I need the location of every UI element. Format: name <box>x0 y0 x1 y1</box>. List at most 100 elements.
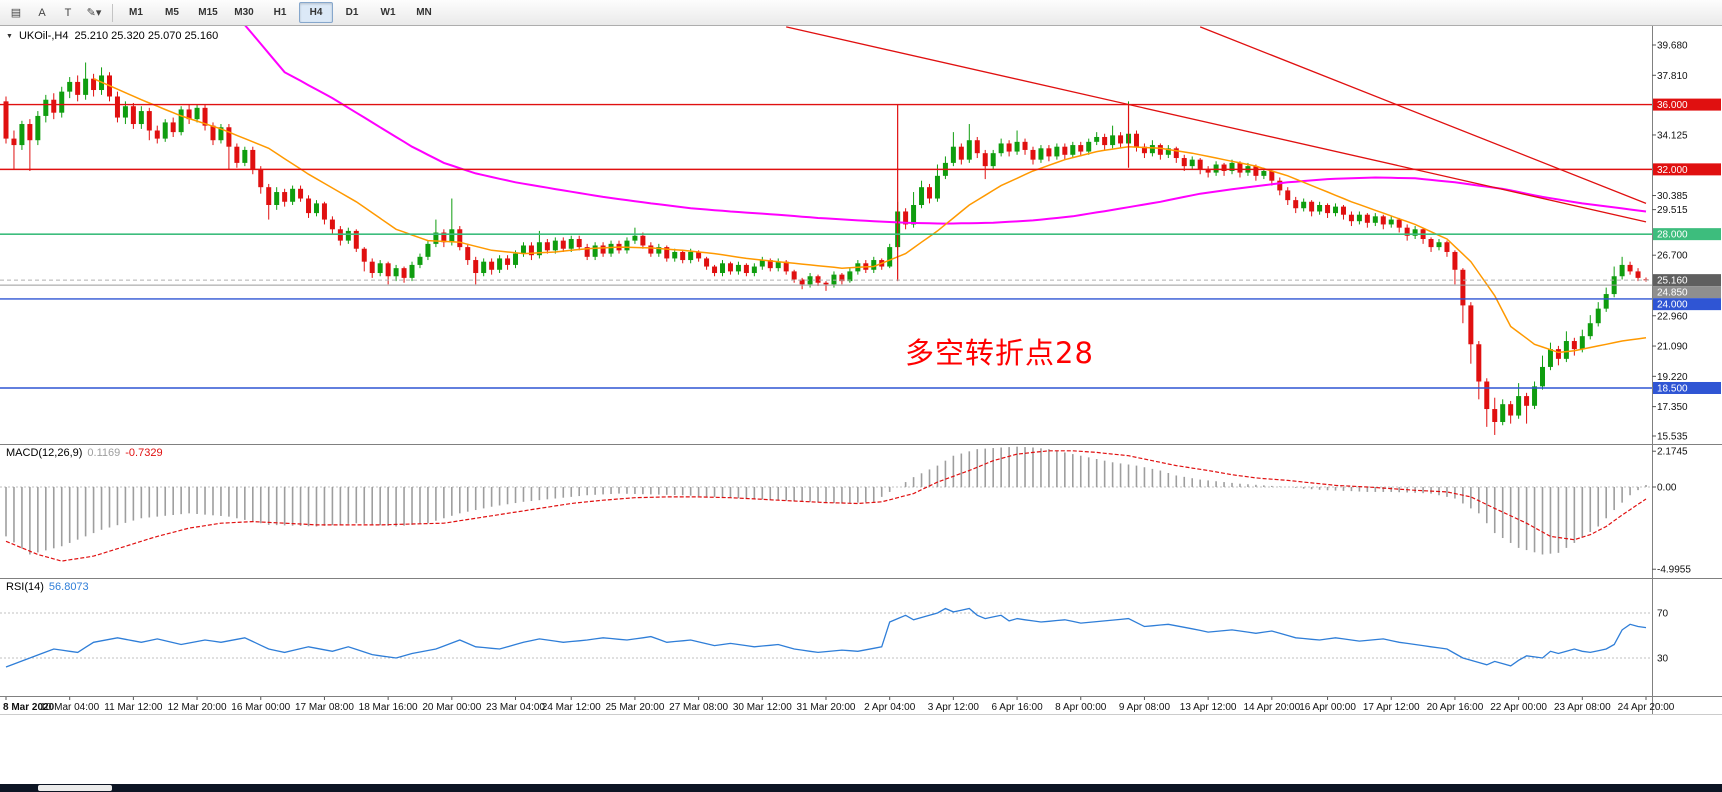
candle[interactable] <box>600 242 606 257</box>
candle[interactable] <box>1181 154 1187 171</box>
candle[interactable] <box>1317 201 1323 215</box>
candle[interactable] <box>624 237 630 254</box>
candle[interactable] <box>497 255 503 274</box>
candle[interactable] <box>1627 261 1633 275</box>
candle[interactable] <box>1301 198 1307 212</box>
candle[interactable] <box>887 243 893 269</box>
candle[interactable] <box>1133 130 1139 152</box>
candle[interactable] <box>1532 381 1538 410</box>
candle[interactable] <box>1587 315 1593 340</box>
candle[interactable] <box>465 243 471 265</box>
candle[interactable] <box>1205 166 1211 178</box>
candle[interactable] <box>441 229 447 248</box>
candle[interactable] <box>1030 146 1036 165</box>
chart-menu-icon[interactable]: ▼ <box>6 32 13 40</box>
candle[interactable] <box>290 185 296 205</box>
candle[interactable] <box>560 237 566 252</box>
candle[interactable] <box>950 132 956 167</box>
candle[interactable] <box>1197 158 1203 175</box>
candle[interactable] <box>425 240 431 261</box>
timeframe-m15-button[interactable]: M15 <box>198 7 218 18</box>
candle[interactable] <box>234 143 240 168</box>
trendline[interactable] <box>786 26 1647 223</box>
candle[interactable] <box>1404 224 1410 241</box>
candle[interactable] <box>1285 187 1291 205</box>
candle[interactable] <box>250 146 256 175</box>
candle[interactable] <box>664 245 670 262</box>
candle[interactable] <box>1062 143 1068 160</box>
candle[interactable] <box>704 256 710 270</box>
chart-mode-icon[interactable]: ▤ <box>4 2 28 24</box>
candle[interactable] <box>1086 138 1092 155</box>
candle[interactable] <box>258 166 264 194</box>
candle[interactable] <box>720 260 726 277</box>
candle[interactable] <box>958 143 964 165</box>
candle[interactable] <box>1436 239 1442 251</box>
candle[interactable] <box>266 183 272 220</box>
main-chart-panel[interactable] <box>3 16 1649 435</box>
candle[interactable] <box>1516 383 1522 419</box>
candle[interactable] <box>1277 177 1283 196</box>
candle[interactable] <box>409 261 415 282</box>
candle[interactable] <box>1340 204 1346 220</box>
candle[interactable] <box>919 180 925 209</box>
candle[interactable] <box>1492 397 1498 435</box>
candle[interactable] <box>298 185 304 202</box>
candle[interactable] <box>43 94 49 123</box>
timeframe-m5-button[interactable]: M5 <box>165 7 179 18</box>
candle[interactable] <box>473 256 479 285</box>
candle[interactable] <box>1054 143 1060 160</box>
candle[interactable] <box>154 125 160 144</box>
candle[interactable] <box>1110 125 1116 149</box>
timeframe-mn-button[interactable]: MN <box>416 7 432 18</box>
candle[interactable] <box>138 106 144 129</box>
candle[interactable] <box>1348 211 1354 227</box>
candle[interactable] <box>552 237 558 254</box>
candle[interactable] <box>576 235 582 251</box>
candle[interactable] <box>1611 266 1617 298</box>
candle[interactable] <box>839 273 845 285</box>
candle[interactable] <box>114 91 120 123</box>
candle[interactable] <box>35 111 41 146</box>
candle[interactable] <box>353 229 359 252</box>
candle[interactable] <box>361 247 367 272</box>
candle[interactable] <box>982 149 988 180</box>
candle[interactable] <box>1372 213 1378 227</box>
candle[interactable] <box>1468 302 1474 364</box>
candle[interactable] <box>942 156 948 180</box>
candle[interactable] <box>1006 140 1012 157</box>
candle[interactable] <box>449 198 455 246</box>
candle[interactable] <box>1253 164 1259 181</box>
candle[interactable] <box>417 253 423 269</box>
candle[interactable] <box>656 243 662 257</box>
macd-panel[interactable] <box>0 446 1652 562</box>
candle[interactable] <box>1571 337 1577 356</box>
candle[interactable] <box>1070 141 1076 159</box>
candle[interactable] <box>457 226 463 251</box>
candle[interactable] <box>194 104 200 123</box>
candle[interactable] <box>186 104 192 125</box>
candle[interactable] <box>648 242 654 257</box>
candle[interactable] <box>775 258 781 272</box>
candle[interactable] <box>218 124 224 144</box>
candle[interactable] <box>926 183 932 204</box>
candle[interactable] <box>377 260 383 277</box>
candle[interactable] <box>974 136 980 159</box>
candle[interactable] <box>1603 287 1609 312</box>
candle[interactable] <box>1500 399 1506 426</box>
candle[interactable] <box>51 93 57 120</box>
candle[interactable] <box>544 239 550 254</box>
candle[interactable] <box>83 62 89 100</box>
candle[interactable] <box>1078 141 1084 157</box>
candle[interactable] <box>321 201 327 225</box>
candle[interactable] <box>1484 378 1490 427</box>
candle[interactable] <box>536 230 542 259</box>
candle[interactable] <box>1428 237 1434 252</box>
candle[interactable] <box>528 242 534 261</box>
candle[interactable] <box>481 258 487 277</box>
candle[interactable] <box>1476 341 1482 400</box>
candle[interactable] <box>520 242 526 257</box>
candle[interactable] <box>751 263 757 277</box>
candle[interactable] <box>990 149 996 170</box>
status-chip[interactable] <box>38 785 112 791</box>
